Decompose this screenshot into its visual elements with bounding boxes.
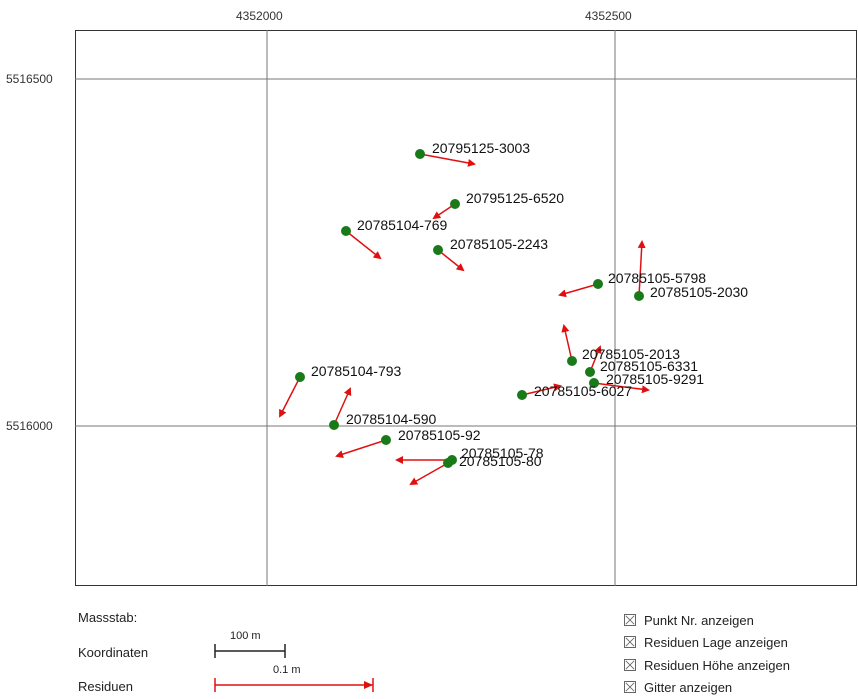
residuals-scale-bar — [214, 678, 374, 692]
point-label: 20785105-78 — [461, 445, 544, 461]
checkbox-icon[interactable] — [624, 614, 636, 626]
point-label: 20785105-6331 — [600, 358, 698, 374]
point-marker[interactable] — [443, 458, 453, 468]
point-marker[interactable] — [341, 226, 351, 236]
point-label: 20785105-80 — [459, 453, 542, 469]
point-marker[interactable] — [634, 291, 644, 301]
point-marker[interactable] — [585, 367, 595, 377]
option-show-position-residuals[interactable]: Residuen Lage anzeigen — [624, 633, 788, 651]
residual-arrow — [637, 240, 646, 297]
option-show-point-number[interactable]: Punkt Nr. anzeigen — [624, 611, 754, 629]
point-marker[interactable] — [593, 279, 603, 289]
point-marker[interactable] — [381, 435, 391, 445]
option-label: Punkt Nr. anzeigen — [644, 612, 754, 628]
point-label: 20785104-769 — [357, 217, 448, 233]
residual-arrow — [593, 382, 650, 394]
point-label: 20795125-6520 — [466, 190, 564, 206]
checkbox-icon[interactable] — [624, 659, 636, 671]
residual-map — [75, 30, 857, 586]
point-label: 20785105-9291 — [606, 371, 704, 387]
point-label: 20785104-793 — [311, 363, 402, 379]
point-marker[interactable] — [589, 378, 599, 388]
checkbox-icon[interactable] — [624, 681, 636, 693]
residual-arrow — [561, 324, 573, 362]
point-marker[interactable] — [295, 372, 305, 382]
scale-bars — [214, 644, 374, 692]
point-labels: 20795125-3003 20795125-6520 20785104-769… — [311, 140, 748, 469]
option-show-height-residuals[interactable]: Residuen Höhe anzeigen — [624, 656, 790, 674]
residual-arrow — [335, 439, 387, 458]
point-marker[interactable] — [329, 420, 339, 430]
point-marker[interactable] — [433, 245, 443, 255]
point-label: 20785105-5798 — [608, 270, 706, 286]
point-label: 20785105-92 — [398, 427, 481, 443]
x-tick-label: 4352000 — [236, 9, 283, 23]
y-tick-label: 5516000 — [6, 419, 53, 433]
residual-arrow — [333, 387, 352, 426]
residual-vectors — [279, 153, 650, 485]
residual-arrow — [437, 249, 465, 272]
x-tick-label: 4352500 — [585, 9, 632, 23]
coordinates-scale-bar — [214, 644, 286, 658]
point-marker[interactable] — [567, 356, 577, 366]
scale-title: Massstab: — [78, 610, 138, 625]
option-label: Gitter anzeigen — [644, 679, 733, 695]
residual-arrow — [409, 462, 449, 485]
point-label: 20795125-3003 — [432, 140, 530, 156]
option-show-grid[interactable]: Gitter anzeigen — [624, 678, 732, 696]
point-label: 20785105-6027 — [534, 383, 632, 399]
residuals-scale-value: 0.1 m — [273, 664, 301, 676]
residual-arrow — [521, 383, 562, 396]
y-tick-label: 5516500 — [6, 72, 53, 86]
option-label: Residuen Höhe anzeigen — [644, 657, 790, 673]
residual-arrow — [345, 230, 382, 260]
point-label: 20785105-2243 — [450, 236, 548, 252]
residual-map-canvas: 4352000 4352500 5516500 5516000 — [6, 9, 857, 586]
checkbox-icon[interactable] — [624, 636, 636, 648]
point-marker[interactable] — [517, 390, 527, 400]
residual-arrow — [558, 283, 599, 298]
coordinates-scale-label: Koordinaten — [78, 645, 149, 660]
coordinates-scale-value: 100 m — [230, 630, 261, 642]
option-label: Residuen Lage anzeigen — [644, 634, 788, 650]
point-label: 20785105-2030 — [650, 284, 748, 300]
control-points — [295, 149, 644, 468]
residual-arrow — [419, 153, 476, 167]
point-marker[interactable] — [450, 199, 460, 209]
residual-arrow — [279, 376, 301, 418]
point-marker[interactable] — [415, 149, 425, 159]
point-label: 20785104-590 — [346, 411, 437, 427]
point-label: 20785105-2013 — [582, 346, 680, 362]
residuals-scale-label: Residuen — [78, 679, 133, 694]
